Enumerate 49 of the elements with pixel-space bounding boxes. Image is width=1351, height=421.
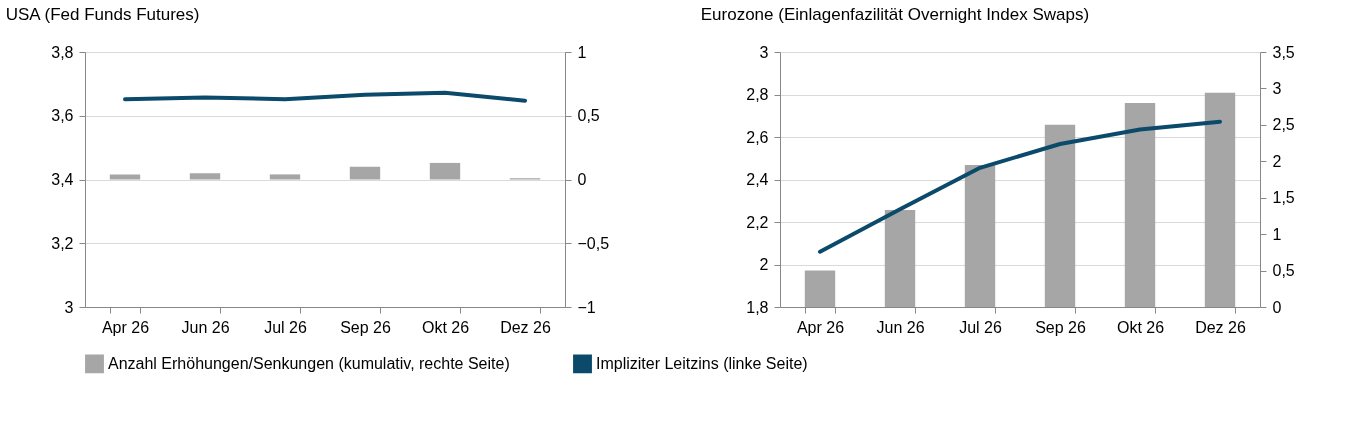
x-tick-label: Sep 26	[1035, 318, 1086, 336]
bar	[964, 164, 996, 307]
x-tick-label: Jul 26	[959, 318, 1002, 336]
y-tick-label: 2,6	[746, 128, 769, 146]
y2-tick-label: 0	[577, 171, 587, 188]
y2-tick-label: 0,5	[1272, 262, 1295, 280]
y-tick-label: 2,2	[746, 213, 769, 231]
bar	[804, 270, 836, 307]
y-tick-label: 3,6	[51, 107, 74, 125]
y-tick-label: 3,4	[51, 171, 74, 188]
legend-label: Impliziter Leitzins (linke Seite)	[596, 354, 808, 372]
bar	[884, 210, 916, 307]
bar	[1044, 124, 1076, 307]
y-tick-label: 3,8	[51, 43, 74, 61]
y2-tick-label: 1	[1272, 225, 1282, 243]
y-tick-label: 2	[759, 256, 769, 273]
line-series	[123, 90, 527, 103]
chart-title: Eurozone (Einlagenfazilität Overnight Index Swaps)	[700, 5, 1090, 24]
bar	[1124, 103, 1156, 307]
y-tick-label: 3	[64, 298, 74, 316]
y-tick-label: 2,4	[746, 171, 769, 188]
y2-tick-label: 3,5	[1272, 43, 1295, 61]
y-tick-label: 3	[759, 43, 769, 61]
y2-tick-label: 2	[1272, 152, 1282, 170]
y2-tick-label: 1	[577, 43, 587, 61]
line-series	[818, 119, 1222, 254]
x-tick-label: Apr 26	[796, 318, 845, 336]
y2-tick-label: 1,5	[1272, 189, 1295, 207]
x-tick-label: Okt 26	[1116, 318, 1165, 336]
y2-tick-label: 3	[1272, 79, 1282, 97]
y2-tick-label: −0,5	[577, 234, 610, 252]
chart-title: USA (Fed Funds Futures)	[5, 5, 200, 24]
x-tick-label: Jul 26	[264, 318, 307, 336]
x-tick-label: Apr 26	[101, 318, 150, 336]
x-tick-label: Sep 26	[340, 318, 391, 336]
y-tick-label: 3,2	[51, 234, 74, 252]
x-tick-label: Dez 26	[500, 318, 551, 336]
y2-tick-label: −1	[577, 298, 596, 316]
x-tick-label: Jun 26	[876, 318, 925, 336]
y2-tick-label: 0,5	[577, 107, 600, 125]
y2-tick-label: 2,5	[1272, 116, 1295, 134]
y-tick-label: 2,8	[746, 86, 769, 103]
x-tick-label: Okt 26	[421, 318, 470, 336]
x-tick-label: Dez 26	[1195, 318, 1246, 336]
bar	[1204, 92, 1236, 307]
x-tick-label: Jun 26	[181, 318, 230, 336]
legend-label: Anzahl Erhöhungen/Senkungen (kumulativ, rechte Seite)	[108, 354, 510, 372]
y2-tick-label: 0	[1272, 298, 1282, 316]
y-tick-label: 1,8	[746, 298, 769, 316]
